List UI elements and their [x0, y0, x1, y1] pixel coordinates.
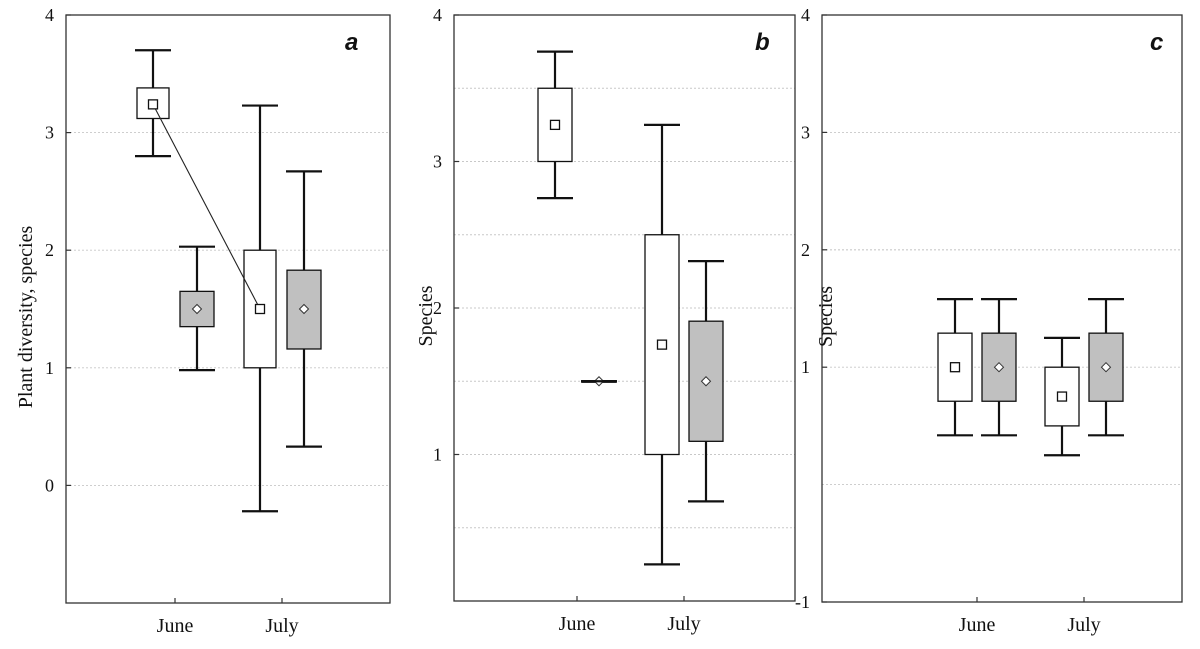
panel-letter: c	[1150, 29, 1163, 56]
y-tick-label: 3	[801, 122, 810, 142]
panel-c: -1 1 3 2 4 Species c June July	[795, 5, 1182, 636]
y-tick-label: 1	[45, 358, 54, 378]
mean-marker	[551, 120, 560, 129]
y-tick-label: 1	[801, 357, 810, 377]
mean-connector	[153, 104, 260, 309]
y-tick-label: -1	[795, 592, 810, 612]
mean-marker	[256, 305, 265, 314]
y-tick-label: 4	[45, 5, 54, 25]
x-tick-label: June	[559, 613, 596, 635]
y-tick-label: 4	[801, 5, 810, 25]
x-tick-label: June	[959, 614, 996, 636]
panel-a: 0 1 2 3 4 Plant diversity, species a June July	[15, 5, 390, 637]
y-axis-label: Plant diversity, species	[15, 226, 37, 409]
plot-frame	[822, 15, 1182, 602]
x-tick-label: July	[667, 613, 700, 635]
x-tick-label: June	[157, 615, 194, 637]
y-tick-label: 4	[433, 5, 442, 25]
mean-marker	[149, 100, 158, 109]
y-tick-label: 0	[45, 475, 54, 495]
mean-marker	[1058, 392, 1067, 401]
y-tick-label: 3	[433, 152, 442, 172]
panel-letter: a	[345, 29, 358, 56]
plot-frame	[66, 15, 390, 603]
y-axis-label: Species	[415, 285, 437, 346]
panel-letter: b	[755, 29, 770, 56]
x-tick-label: July	[1067, 614, 1100, 636]
mean-marker	[658, 340, 667, 349]
y-tick-label: 1	[433, 445, 442, 465]
mean-marker	[951, 363, 960, 372]
y-tick-label: 2	[801, 240, 810, 260]
y-tick-label: 2	[45, 240, 54, 260]
x-tick-label: July	[265, 615, 298, 637]
y-axis-label: Species	[815, 286, 837, 347]
y-tick-label: 3	[45, 123, 54, 143]
